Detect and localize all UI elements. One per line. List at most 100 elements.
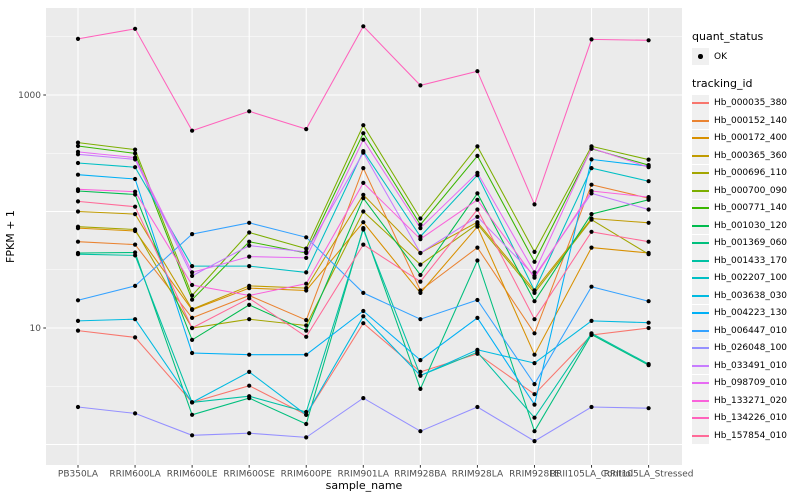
data-point bbox=[532, 382, 537, 387]
data-point bbox=[418, 222, 423, 227]
data-point bbox=[75, 143, 81, 149]
data-point bbox=[190, 325, 195, 331]
legend-entry-Hb_000152_140: Hb_000152_140 bbox=[692, 112, 798, 130]
data-point bbox=[361, 308, 366, 314]
data-point bbox=[532, 288, 537, 293]
data-point bbox=[75, 36, 81, 42]
legend-key-box bbox=[692, 409, 709, 427]
data-point bbox=[361, 314, 366, 319]
data-point bbox=[304, 255, 309, 260]
legend-entry-Hb_000696_110: Hb_000696_110 bbox=[692, 164, 798, 183]
data-point bbox=[75, 239, 81, 244]
legend-entry-label: Hb_004223_130 bbox=[714, 308, 788, 319]
data-point bbox=[75, 224, 81, 229]
legend-entry-Hb_157854_010: Hb_157854_010 bbox=[692, 427, 798, 445]
legend: quant_status OK tracking_id Hb_000035_38… bbox=[692, 30, 798, 445]
legend-title-tracking-id: tracking_id bbox=[692, 76, 753, 90]
data-point bbox=[532, 439, 537, 444]
data-point bbox=[247, 394, 252, 399]
legend-entry-Hb_000172_400: Hb_000172_400 bbox=[692, 129, 798, 148]
data-point bbox=[646, 299, 651, 304]
data-point bbox=[646, 239, 651, 244]
legend-entry-label: Hb_026048_100 bbox=[714, 343, 788, 354]
legend-key-box bbox=[692, 164, 709, 182]
line-swatch-icon bbox=[692, 242, 709, 245]
data-point bbox=[133, 176, 138, 182]
data-point bbox=[361, 396, 366, 401]
data-point bbox=[532, 331, 537, 336]
legend-entry-Hb_026048_100: Hb_026048_100 bbox=[692, 339, 798, 358]
data-point bbox=[304, 127, 309, 132]
legend-key-box bbox=[692, 217, 709, 235]
data-point bbox=[532, 402, 537, 407]
data-point bbox=[133, 227, 138, 232]
data-point bbox=[304, 334, 309, 339]
data-point bbox=[133, 212, 138, 217]
legend-entry-Hb_000035_380: Hb_000035_380 bbox=[692, 94, 798, 113]
data-point bbox=[589, 182, 594, 187]
legend-key-box bbox=[692, 234, 709, 252]
legend-entry-Hb_001433_170: Hb_001433_170 bbox=[692, 252, 798, 270]
legend-title-quant-status: quant_status bbox=[692, 30, 764, 43]
data-point bbox=[418, 279, 423, 284]
data-point bbox=[190, 232, 195, 237]
data-point bbox=[589, 245, 594, 250]
line-swatch-icon bbox=[692, 137, 709, 140]
legend-key-box bbox=[692, 269, 709, 287]
data-point bbox=[304, 328, 309, 333]
line-swatch-icon bbox=[692, 172, 709, 175]
data-point bbox=[75, 298, 81, 303]
data-point bbox=[75, 252, 81, 257]
data-point bbox=[532, 299, 537, 304]
data-point bbox=[133, 250, 138, 255]
legend-key-box bbox=[692, 392, 709, 410]
x-tick-label: RRIM928LE bbox=[509, 470, 560, 480]
data-point bbox=[304, 286, 309, 291]
data-point bbox=[190, 315, 195, 320]
data-point bbox=[75, 149, 81, 154]
data-point bbox=[532, 270, 537, 275]
y-tick-label: 1000 bbox=[18, 91, 41, 101]
data-point bbox=[532, 202, 537, 207]
data-point bbox=[646, 406, 651, 411]
data-point bbox=[133, 26, 138, 31]
data-point bbox=[190, 264, 195, 269]
data-point bbox=[646, 38, 651, 43]
data-point bbox=[190, 293, 195, 298]
x-tick-label: RRII105LA_Control bbox=[550, 470, 633, 480]
legend-tracking-id-section: tracking_id Hb_000035_380 Hb_000152_140 Hb… bbox=[692, 77, 798, 445]
data-point bbox=[646, 157, 651, 162]
data-point bbox=[418, 250, 423, 256]
line-swatch-icon bbox=[692, 312, 709, 315]
data-point bbox=[589, 188, 594, 194]
data-point bbox=[304, 318, 309, 323]
legend-entry-label: Hb_000152_140 bbox=[714, 115, 788, 126]
data-point bbox=[418, 83, 423, 88]
data-point bbox=[475, 69, 480, 74]
data-point bbox=[646, 320, 651, 325]
data-point bbox=[418, 358, 423, 363]
data-point bbox=[247, 283, 252, 288]
data-point bbox=[361, 123, 366, 128]
data-point bbox=[75, 404, 81, 410]
legend-key-box bbox=[692, 112, 709, 130]
legend-entry-ok: OK bbox=[692, 48, 798, 66]
legend-entry-Hb_001030_120: Hb_001030_120 bbox=[692, 217, 798, 235]
line-swatch-icon bbox=[692, 119, 709, 122]
data-point bbox=[589, 318, 594, 323]
x-tick-label: RRII105LA_Stressed bbox=[604, 470, 694, 480]
legend-entry-Hb_000771_140: Hb_000771_140 bbox=[692, 199, 798, 218]
legend-entry-label: Hb_133271_020 bbox=[714, 395, 788, 406]
data-point bbox=[646, 165, 651, 170]
legend-entry-label: Hb_002207_100 bbox=[714, 273, 788, 284]
legend-entry-Hb_133271_020: Hb_133271_020 bbox=[692, 392, 798, 410]
data-point bbox=[304, 281, 309, 286]
data-point bbox=[190, 297, 195, 302]
data-point bbox=[589, 217, 594, 222]
data-point bbox=[589, 284, 594, 289]
line-swatch-icon bbox=[692, 382, 709, 385]
data-point bbox=[190, 350, 195, 356]
legend-entry-label: Hb_006447_010 bbox=[714, 325, 788, 336]
data-point bbox=[75, 318, 81, 323]
legend-quant-status-section: quant_status OK bbox=[692, 30, 798, 66]
